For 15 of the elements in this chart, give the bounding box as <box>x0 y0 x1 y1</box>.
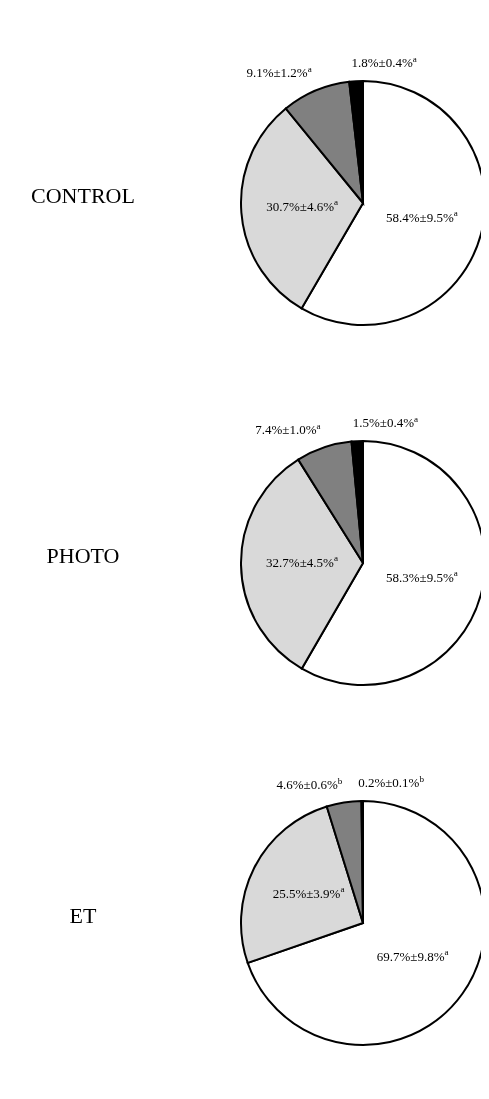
data-label: 69.7%±9.8%$^{a}$ <box>376 947 449 965</box>
data-label: 0.2%±0.1%$^{b}$ <box>358 774 425 790</box>
data-label: 25.5%±3.9%$^{a}$ <box>272 884 345 902</box>
data-label: 1.8%±0.4%$^{a}$ <box>351 54 417 71</box>
text: PHOTO <box>46 543 120 569</box>
data-label: 9.1%±1.2%$^{a}$ <box>246 64 312 81</box>
data-label: 30.7%±4.6%$^{a}$ <box>266 196 339 214</box>
text: CONTROL <box>31 183 135 209</box>
data-label: 1.5%±0.4%$^{a}$ <box>352 414 419 431</box>
data-label: 4.6%±0.6%$^{b}$ <box>276 775 343 792</box>
text: ET <box>69 903 97 929</box>
data-label: 7.4%±1.0%$^{a}$ <box>255 421 321 437</box>
data-label: 58.4%±9.5%$^{a}$ <box>385 208 458 225</box>
data-label: 32.7%±4.5%$^{a}$ <box>266 553 338 571</box>
data-label: 58.3%±9.5%$^{a}$ <box>385 567 458 585</box>
